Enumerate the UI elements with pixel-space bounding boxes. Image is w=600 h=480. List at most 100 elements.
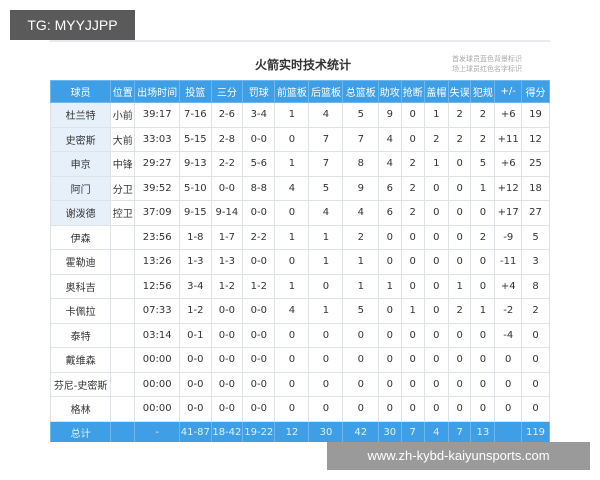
stat-cell: 0 (378, 322, 402, 348)
column-header: 助攻 (378, 80, 402, 103)
legend-note: 首发球员蓝色背景标识 场上球员红色名字标识 (452, 54, 522, 74)
stat-cell: 0 (470, 347, 496, 373)
stat-cell: 33:03 (134, 126, 181, 152)
table-row: 阿门 分卫 39:52 5-10 0-0 8-8 4 5 9 6 2 0 0 1 +12 18 (50, 175, 550, 201)
stat-cell: +6 (494, 102, 523, 128)
stat-cell: 0 (274, 322, 310, 348)
stat-cell: 0 (400, 371, 425, 397)
column-header: 失误 (447, 80, 472, 103)
stats-panel: 火箭实时技术统计 首发球员蓝色背景标识 场上球员红色名字标识 球员 位置 出场时间投… (50, 40, 550, 442)
stat-cell: 0 (400, 273, 425, 299)
player-name: 杜兰特 (50, 102, 112, 128)
stat-cell: 5-15 (179, 126, 212, 152)
stat-cell: 1 (342, 249, 380, 275)
stat-cell: 1 (447, 273, 472, 299)
stat-cell: 0 (400, 224, 425, 250)
stat-cell: +17 (494, 200, 523, 226)
stat-cell: 2-2 (242, 224, 276, 250)
player-name: 霍勒迪 (50, 249, 112, 275)
stat-cell: 0-0 (242, 298, 276, 324)
stat-cell (110, 249, 136, 275)
stat-cell: 7-16 (179, 102, 212, 128)
stat-cell: 1 (274, 102, 310, 128)
stat-cell: 0-0 (210, 371, 244, 397)
stat-cell: 3-4 (242, 102, 276, 128)
stat-cell: 0 (423, 273, 449, 299)
stat-cell: 5 (342, 298, 380, 324)
stat-cell: 0-0 (179, 396, 212, 422)
total-cell: 41-87 (179, 420, 212, 442)
stat-cell: 1 (378, 273, 402, 299)
stat-cell: 0 (342, 322, 380, 348)
stat-cell: -9 (494, 224, 523, 250)
total-cell: - (134, 420, 181, 442)
stat-cell: 0 (378, 347, 402, 373)
player-name: 戴维森 (50, 347, 112, 373)
column-header: 位置 (110, 80, 136, 103)
stat-cell: 0 (274, 249, 310, 275)
column-header: 三分 (210, 80, 244, 103)
stat-cell: 5-10 (179, 175, 212, 201)
stat-cell: 0 (308, 347, 344, 373)
stat-cell: 2-8 (210, 126, 244, 152)
stat-cell: 23:56 (134, 224, 181, 250)
stat-cell: 0 (521, 396, 550, 422)
player-name: 卡佩拉 (50, 298, 112, 324)
stat-cell: 9-14 (210, 200, 244, 226)
stat-cell (110, 396, 136, 422)
player-name: 奥科吉 (50, 273, 112, 299)
stat-cell: 25 (521, 151, 550, 177)
total-cell: 19-22 (242, 420, 276, 442)
stat-cell: 2-6 (210, 102, 244, 128)
stat-cell: 0 (378, 298, 402, 324)
stat-cell: 0 (274, 347, 310, 373)
stat-cell: 2 (470, 224, 496, 250)
stat-cell: 03:14 (134, 322, 181, 348)
stat-cell: 0-0 (242, 126, 276, 152)
stat-cell: 00:00 (134, 371, 181, 397)
stat-cell: 39:52 (134, 175, 181, 201)
stat-cell: 18 (521, 175, 550, 201)
stat-cell: 0-0 (210, 298, 244, 324)
stat-cell: 0-0 (242, 322, 276, 348)
note-starter: 首发球员蓝色背景标识 (452, 55, 522, 63)
stat-cell: 13:26 (134, 249, 181, 275)
stat-cell: 0-0 (242, 371, 276, 397)
total-cell: 12 (274, 420, 310, 442)
stat-cell: 2 (470, 102, 496, 128)
stat-cell (110, 298, 136, 324)
stat-cell: 大前 (110, 126, 136, 152)
stat-cell: 12:56 (134, 273, 181, 299)
table-row: 杜兰特 小前 39:17 7-16 2-6 3-4 1 4 5 9 0 1 2 2 +6 19 (50, 102, 550, 128)
stat-cell: 5 (470, 151, 496, 177)
stat-cell: 4 (342, 200, 380, 226)
stat-cell: 4 (378, 151, 402, 177)
stat-cell: 0 (423, 249, 449, 275)
stat-cell: 00:00 (134, 396, 181, 422)
column-header: 出场时间 (134, 80, 181, 103)
table-row: 芬尼-史密斯 00:00 0-0 0-0 0-0 0 0 0 0 0 0 0 0 0 0 (50, 371, 550, 397)
total-cell: 7 (400, 420, 425, 442)
stat-cell: 9-13 (179, 151, 212, 177)
player-name: 格林 (50, 396, 112, 422)
stat-cell: 4 (308, 200, 344, 226)
stat-cell: 8 (521, 273, 550, 299)
stat-cell: 2-2 (210, 151, 244, 177)
stat-cell: 1 (274, 151, 310, 177)
stat-cell: 0-0 (210, 175, 244, 201)
total-cell: 119 (521, 420, 550, 442)
stat-cell: 0 (423, 396, 449, 422)
table-row: 卡佩拉 07:33 1-2 0-0 0-0 4 1 5 0 1 0 2 1 -2 2 (50, 298, 550, 324)
stat-cell: 0 (400, 126, 425, 152)
stat-cell: 0 (470, 273, 496, 299)
column-header: 后篮板 (308, 80, 344, 103)
total-cell: 总计 (50, 420, 112, 442)
stat-cell: 39:17 (134, 102, 181, 128)
stat-cell: 0-0 (179, 347, 212, 373)
stat-cell: 4 (274, 175, 310, 201)
stat-cell: 0 (400, 347, 425, 373)
column-header: 总篮板 (342, 80, 380, 103)
stat-cell (110, 371, 136, 397)
stat-cell: 0 (378, 396, 402, 422)
stat-cell: 1 (342, 273, 380, 299)
